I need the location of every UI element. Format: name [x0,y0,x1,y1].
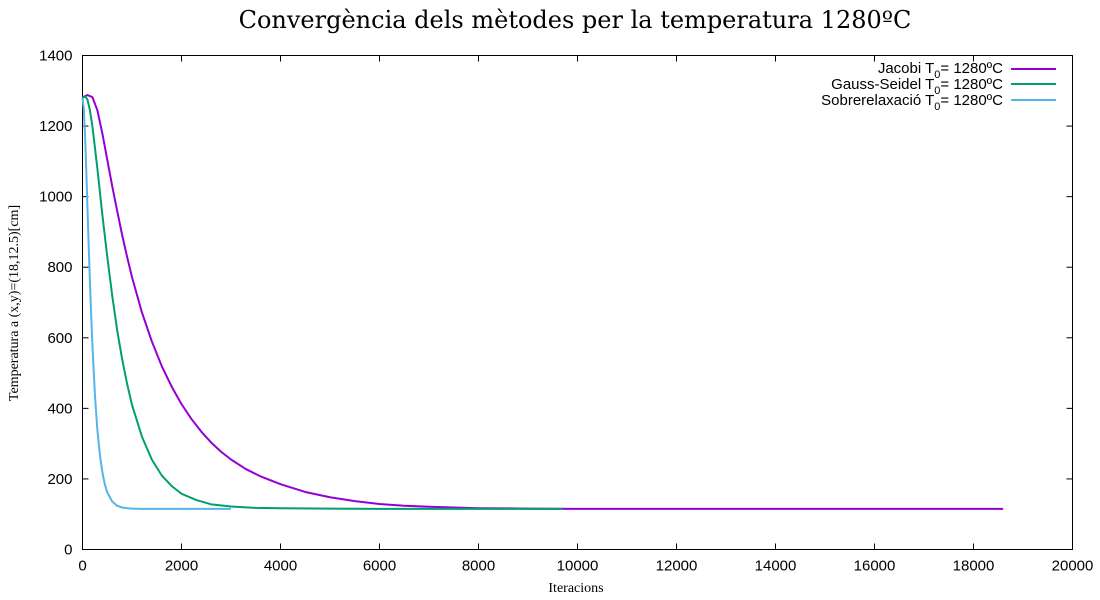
series-line-jacobi [82,94,1004,510]
x-tick-label: 6000 [363,558,396,575]
x-tick-label: 16000 [854,558,896,575]
x-axis-label: Iteracions [548,581,603,596]
x-tick-label: 8000 [462,558,495,575]
x-tick-label: 4000 [264,558,297,575]
legend-label-jacobi: Jacobi T0= 1280ºC [878,60,1003,81]
y-axis-label: Temperatura a (x,y)=(18,12.5)[cm] [7,205,22,401]
x-tick-label: 12000 [656,558,698,575]
legend: Jacobi T0= 1280ºC Gauss-Seidel T0= 1280º… [821,60,1056,113]
x-tick-label: 20000 [1052,558,1094,575]
y-tick-label: 0 [64,542,72,559]
series-line-gauss-seidel [81,95,563,510]
plot-frame [82,55,1073,550]
x-tick-label: 2000 [165,558,198,575]
x-tick-label: 10000 [557,558,599,575]
chart-title: Convergència dels mètodes per la tempera… [239,6,912,34]
x-tick-label: 0 [78,558,86,575]
axis-ticks: 0 2000 4000 6000 8000 10000 12000 14000 16000 180… [39,48,1093,575]
x-tick-label: 14000 [755,558,797,575]
series-layer [81,94,1004,510]
y-tick-label: 400 [47,400,72,417]
x-tick-label: 18000 [953,558,995,575]
series-line-sobrerelaxacio [81,97,231,510]
legend-label-gauss-seidel: Gauss-Seidel T0= 1280ºC [831,76,1003,97]
y-tick-label: 1400 [39,48,72,65]
y-tick-label: 600 [47,330,72,347]
y-tick-label: 800 [47,259,72,276]
y-tick-label: 1200 [39,118,72,135]
y-tick-label: 200 [47,471,72,488]
legend-label-sobrerelaxacio: Sobrerelaxació T0= 1280ºC [821,92,1003,113]
y-tick-label: 1000 [39,189,72,206]
